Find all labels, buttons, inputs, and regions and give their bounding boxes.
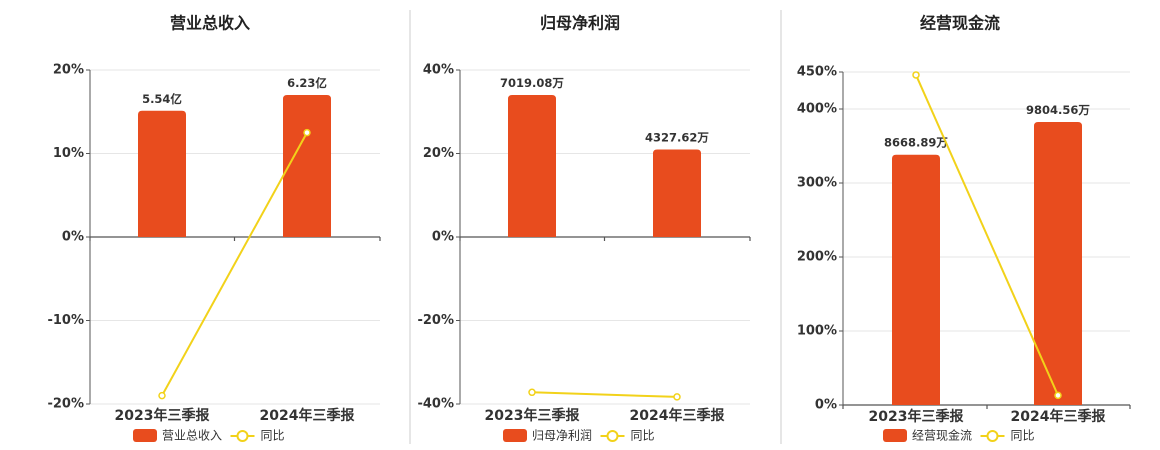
bar bbox=[508, 95, 556, 237]
y-tick-label: 450% bbox=[797, 65, 837, 80]
legend-bar-label: 归母净利润 bbox=[532, 429, 592, 443]
legend-line-label: 同比 bbox=[261, 429, 285, 443]
x-category-label: 2023年三季报 bbox=[869, 408, 964, 425]
y-tick-label: 0% bbox=[62, 230, 84, 245]
y-tick-label: -20% bbox=[47, 397, 84, 412]
chart-1: 营业总收入 20% 10% 0% -10% -20% 5.54亿 6.23亿 2023年三季报 2… bbox=[47, 14, 381, 443]
legend: 归母净利润 同比 bbox=[503, 429, 655, 443]
legend-bar-swatch bbox=[883, 429, 907, 442]
chart-3: 经营现金流 450% 400% 300% 200% 100% 0% 8668.89万 9804.… bbox=[797, 14, 1131, 443]
chart-title: 经营现金流 bbox=[920, 14, 1000, 33]
yoy-line bbox=[915, 74, 1059, 396]
y-tick-label: 0% bbox=[815, 398, 837, 413]
bar bbox=[283, 95, 331, 237]
chart-2: 归母净利润 40% 20% 0% -20% -40% 7019.08万 4327.62万 202… bbox=[417, 14, 751, 443]
bar-data-label: 8668.89万 bbox=[884, 136, 948, 150]
y-tick-label: -10% bbox=[47, 313, 84, 328]
legend: 经营现金流 同比 bbox=[883, 428, 1035, 443]
legend-line-marker bbox=[236, 430, 249, 442]
x-category-label: 2023年三季报 bbox=[485, 407, 580, 424]
chart-title: 归母净利润 bbox=[540, 14, 620, 33]
yoy-point bbox=[528, 388, 536, 397]
legend-bar-label: 经营现金流 bbox=[912, 428, 972, 443]
bar-data-label: 7019.08万 bbox=[500, 76, 564, 90]
legend-line-label: 同比 bbox=[631, 429, 655, 443]
y-tick-label: 40% bbox=[423, 63, 454, 78]
x-category-label: 2024年三季报 bbox=[1011, 408, 1106, 425]
y-tick-label: 20% bbox=[423, 146, 454, 161]
legend-bar-label: 营业总收入 bbox=[162, 429, 222, 443]
y-tick-label: 200% bbox=[797, 250, 837, 265]
yoy-point bbox=[912, 71, 920, 79]
bar-data-label: 6.23亿 bbox=[287, 76, 327, 90]
legend-line-marker bbox=[986, 430, 999, 442]
y-tick-label: 400% bbox=[797, 102, 837, 117]
bar bbox=[138, 110, 186, 237]
chart-title: 营业总收入 bbox=[170, 14, 250, 33]
yoy-point bbox=[158, 391, 166, 400]
x-category-label: 2024年三季报 bbox=[260, 407, 355, 424]
bar bbox=[892, 154, 940, 405]
x-category-label: 2023年三季报 bbox=[115, 407, 210, 424]
yoy-point bbox=[303, 128, 311, 137]
bar bbox=[653, 149, 701, 237]
bar-data-label: 4327.62万 bbox=[645, 130, 709, 144]
yoy-line bbox=[161, 132, 308, 397]
bar-data-label: 5.54亿 bbox=[142, 92, 182, 106]
y-tick-label: -20% bbox=[417, 313, 454, 328]
legend-line-label: 同比 bbox=[1011, 429, 1035, 443]
legend: 营业总收入 同比 bbox=[133, 429, 285, 443]
legend-bar-swatch bbox=[133, 429, 157, 442]
yoy-point bbox=[673, 393, 681, 401]
y-tick-label: 10% bbox=[53, 146, 84, 161]
y-tick-label: 20% bbox=[53, 63, 84, 78]
y-tick-label: 0% bbox=[432, 230, 454, 245]
y-tick-label: 100% bbox=[797, 324, 837, 339]
y-tick-label: 300% bbox=[797, 176, 837, 191]
bar-data-label: 9804.56万 bbox=[1026, 103, 1090, 117]
y-tick-label: -40% bbox=[417, 397, 454, 412]
yoy-point bbox=[1054, 391, 1062, 400]
legend-line-marker bbox=[606, 430, 619, 442]
x-category-label: 2024年三季报 bbox=[630, 407, 725, 424]
bar bbox=[1034, 121, 1082, 405]
legend-bar-swatch bbox=[503, 429, 527, 442]
yoy-line bbox=[531, 391, 678, 398]
